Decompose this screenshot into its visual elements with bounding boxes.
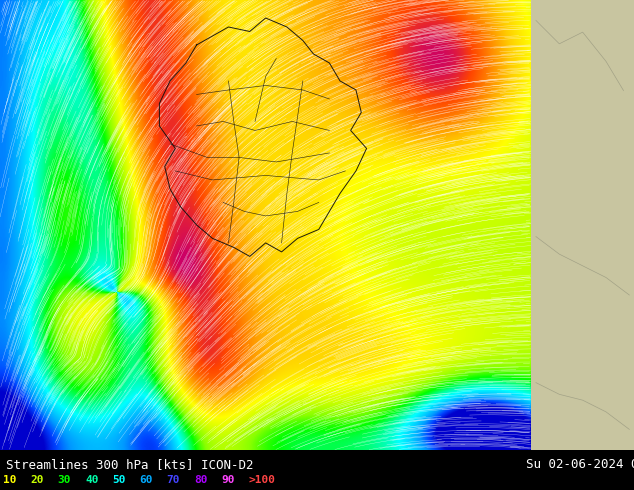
Text: 70: 70 (167, 475, 180, 485)
Text: 20: 20 (30, 475, 44, 485)
Text: 40: 40 (85, 475, 98, 485)
Text: 80: 80 (194, 475, 207, 485)
Text: Su 02-06-2024 00:00 UTC (00+48): Su 02-06-2024 00:00 UTC (00+48) (526, 458, 634, 471)
Text: 90: 90 (221, 475, 235, 485)
Text: >100: >100 (249, 475, 276, 485)
Text: 10: 10 (3, 475, 16, 485)
Text: 60: 60 (139, 475, 153, 485)
Text: Streamlines 300 hPa [kts] ICON-D2: Streamlines 300 hPa [kts] ICON-D2 (6, 458, 254, 471)
Text: 30: 30 (58, 475, 71, 485)
Text: 50: 50 (112, 475, 126, 485)
